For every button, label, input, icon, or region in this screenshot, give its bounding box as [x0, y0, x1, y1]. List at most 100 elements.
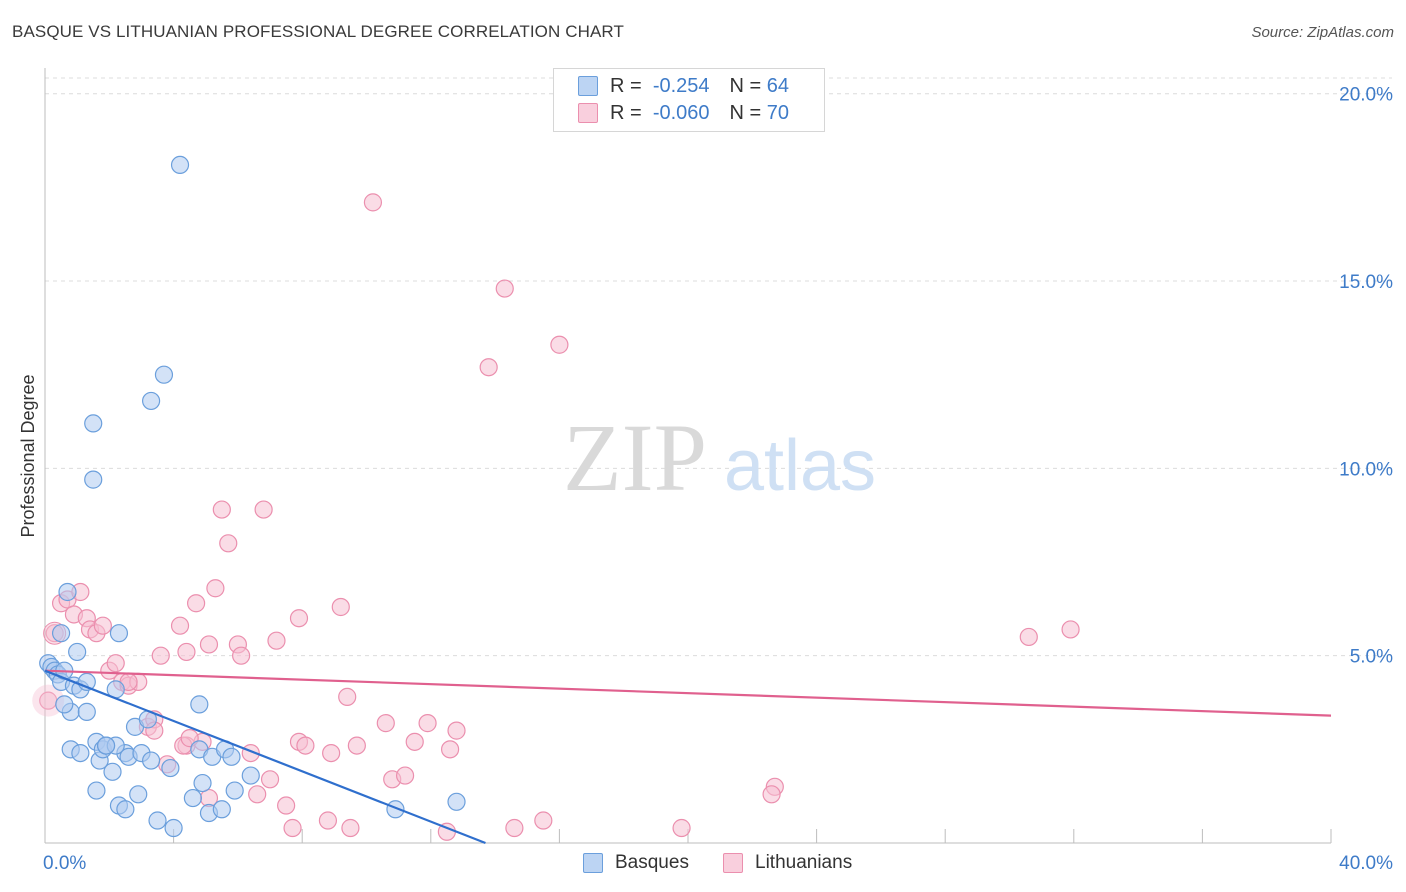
y-tick-label: 20.0% [1339, 85, 1393, 106]
correlation-legend: R = -0.254 N = 64 R = -0.060 N = 70 [553, 68, 825, 132]
basque-point [447, 792, 466, 811]
lithuanian-point [296, 736, 315, 755]
lithuanian-point [1061, 620, 1080, 639]
lithuanian-point [199, 635, 219, 654]
lithuanian-point [376, 714, 395, 733]
basque-point [183, 788, 202, 808]
source-label: Source: ZipAtlas.com [1251, 24, 1394, 41]
basque-point [164, 818, 183, 838]
y-tick-label: 15.0% [1339, 272, 1393, 293]
basque-point [116, 800, 135, 819]
lithuanian-point [550, 335, 569, 354]
lithuanian-point [341, 818, 360, 838]
basque-point [222, 747, 241, 766]
basque-point [51, 624, 71, 643]
basque-point [161, 758, 180, 778]
lithuanian-point [232, 646, 251, 665]
lithuanian-point [283, 818, 302, 838]
lithuanian-points [32, 193, 1080, 841]
lithuanian-point [440, 740, 460, 759]
tick-labels: 5.0% 10.0% 15.0% 20.0% 0.0% 40.0% [43, 85, 1393, 874]
lithuanians-legend-swatch [723, 853, 743, 873]
trend-lines [44, 669, 1332, 845]
lithuanian-point [505, 818, 524, 838]
lithuanian-point [151, 646, 170, 665]
lithuanian-point [405, 732, 424, 751]
basque-point [141, 391, 161, 411]
lithuanian-point [260, 770, 280, 789]
basque-point [170, 155, 190, 175]
lithuanian-r-value: -0.060 [652, 101, 710, 124]
lithuanian-trend-line [44, 669, 1332, 717]
axes-layer [44, 68, 1332, 844]
lithuanian-point-large [32, 684, 65, 717]
y-tick-label: 5.0% [1350, 647, 1393, 668]
lithuanian-point [331, 597, 350, 617]
lithuanian-point [495, 279, 514, 298]
lithuanian-point [219, 534, 238, 553]
lithuanian-point [479, 358, 498, 377]
lithuanian-point [1019, 627, 1038, 647]
lithuanian-point [106, 654, 125, 673]
basque-point [109, 624, 129, 643]
lithuanian-swatch [578, 103, 598, 123]
basque-point [154, 365, 174, 384]
lithuanian-point [187, 594, 206, 613]
basque-point [68, 642, 87, 662]
basque-r-label: R = [610, 74, 642, 97]
lithuanians-legend-label: Lithuanians [755, 852, 853, 873]
lithuanian-point [762, 785, 781, 804]
lithuanian-point [289, 609, 309, 628]
chart-title: BASQUE VS LITHUANIAN PROFESSIONAL DEGREE… [12, 22, 624, 41]
basque-point [58, 582, 77, 602]
basque-swatch [578, 76, 598, 96]
basque-point [96, 736, 116, 755]
lithuanian-point [338, 687, 357, 706]
basque-point [71, 743, 90, 763]
lithuanian-point [318, 811, 338, 830]
basques-legend-label: Basques [615, 852, 689, 873]
basque-points [39, 155, 466, 838]
watermark-atlas: atlas [724, 426, 876, 506]
basque-point [212, 800, 231, 819]
lithuanian-r-label: R = [610, 101, 642, 124]
basque-point [193, 773, 212, 793]
watermark-zip: ZIP [563, 404, 707, 511]
lithuanian-n-value: 70 [766, 101, 790, 124]
lithuanian-point [212, 500, 231, 519]
lithuanian-point [277, 796, 296, 815]
basque-point [103, 762, 122, 781]
basque-point [84, 470, 103, 489]
basque-point [141, 751, 161, 770]
basque-point [225, 781, 244, 800]
lithuanian-n-label: N = [729, 101, 762, 124]
basque-point [87, 781, 106, 800]
basque-point [190, 695, 209, 714]
basque-n-value: 64 [766, 74, 790, 97]
basque-n-label: N = [729, 74, 762, 97]
legend-row-lithuanian: R = -0.060 N = 70 [578, 100, 789, 126]
lithuanian-point [395, 766, 415, 785]
basque-point [148, 811, 167, 830]
lithuanian-point [447, 721, 466, 740]
lithuanian-point [93, 616, 112, 635]
lithuanian-point [534, 811, 553, 830]
lithuanian-point [672, 818, 691, 838]
lithuanian-point [248, 785, 267, 804]
lithuanian-point [363, 193, 383, 212]
basque-point [77, 702, 96, 721]
lithuanian-point [177, 642, 196, 662]
x-tick-label-max: 40.0% [1339, 853, 1393, 874]
bottom-legend-lithuanians: Lithuanians [723, 852, 852, 874]
lithuanian-point [418, 714, 437, 733]
bottom-legend-basques: Basques [583, 852, 689, 874]
y-axis-label: Professional Degree [18, 374, 38, 537]
basque-trend-line [44, 669, 486, 845]
lithuanian-point [267, 631, 286, 650]
lithuanian-point [206, 579, 225, 598]
basque-r-value: -0.254 [652, 74, 710, 97]
basques-legend-swatch [583, 853, 603, 873]
lithuanian-point [254, 500, 273, 519]
basque-point [129, 785, 148, 804]
